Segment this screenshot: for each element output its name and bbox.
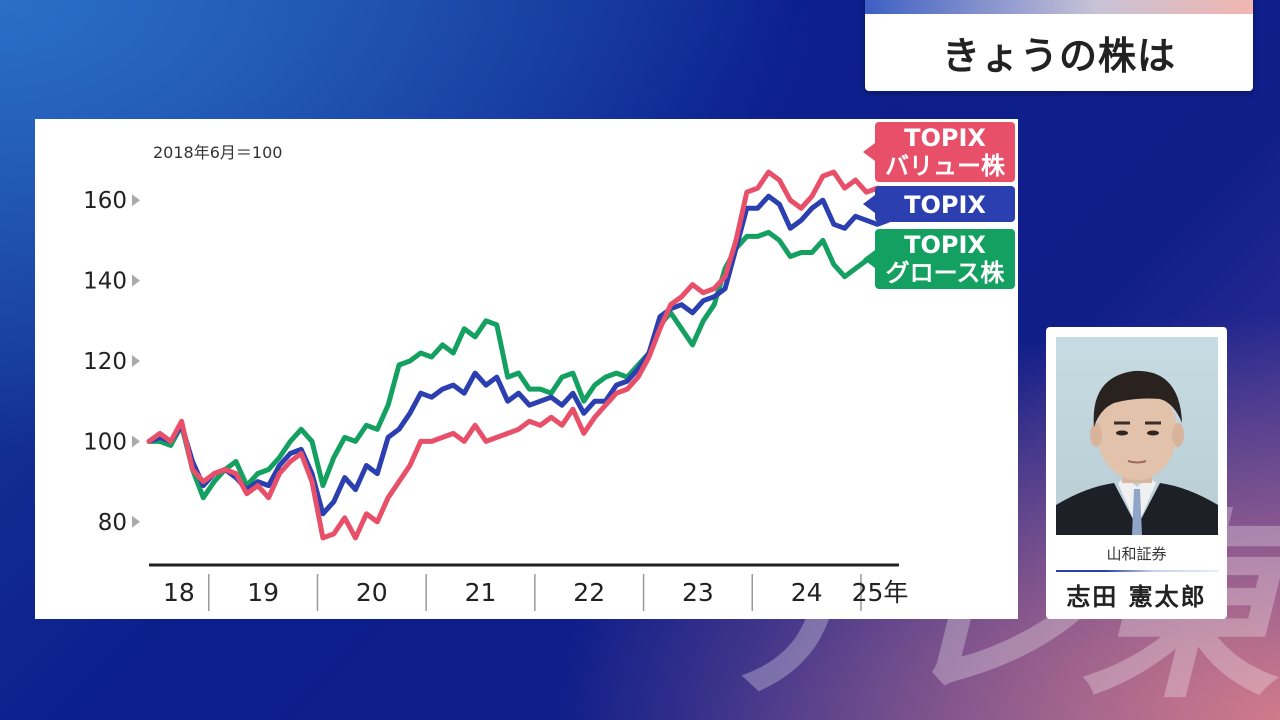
legend-tag-label: バリュー株	[885, 152, 1006, 180]
guest-card: 山和証券 志田 憲太郎	[1046, 327, 1227, 619]
y-tick-marker	[132, 355, 140, 367]
x-tick-label: 18	[163, 578, 195, 607]
legend-tag-box	[875, 229, 1015, 289]
legend-tag-label: グロース株	[886, 259, 1006, 287]
series-line	[146, 193, 891, 517]
legend-tag-label: TOPIX	[904, 191, 986, 219]
x-tick-label: 25年	[852, 578, 909, 607]
y-tick-label: 100	[83, 429, 127, 455]
x-tick-label: 23	[682, 578, 714, 607]
y-tick-marker	[132, 274, 140, 287]
guest-company: 山和証券	[1106, 545, 1167, 563]
line-chart: 2018年6月＝100 80 100 120 140 160 18 19 20 21 22 23 24 2…	[83, 122, 1015, 611]
segment-title: きょうの株は	[941, 34, 1176, 78]
y-tick-label: 140	[83, 269, 127, 295]
segment-title-box: きょうの株は	[865, 0, 1253, 91]
legend-tag-label: TOPIX	[904, 231, 986, 259]
x-tick-label: 24	[791, 578, 823, 607]
x-tick-label: 22	[573, 578, 605, 607]
title-accent-bar	[865, 0, 1253, 14]
guest-photo	[1056, 337, 1218, 535]
y-tick-label: 160	[83, 188, 127, 214]
legend-tag-box	[875, 122, 1015, 182]
x-tick-label: 20	[356, 578, 388, 607]
legend-tag-pointer	[863, 250, 875, 268]
series-line	[146, 169, 891, 541]
line-chart-panel: 2018年6月＝100 80 100 120 140 160 18 19 20 21 22 23 24 2…	[35, 119, 1018, 619]
x-tick-label: 19	[247, 578, 279, 607]
legend-tag-pointer	[863, 143, 875, 161]
y-tick-label: 80	[98, 510, 127, 536]
chart-base-note: 2018年6月＝100	[153, 143, 282, 162]
y-tick-label: 120	[83, 349, 127, 375]
legend-tag-pointer	[863, 195, 875, 213]
legend-tag-box	[875, 186, 1015, 222]
legend-tag-label: TOPIX	[904, 124, 986, 152]
guest-name: 志田 憲太郎	[1066, 583, 1207, 611]
series-line	[146, 229, 891, 501]
company-underline	[1056, 570, 1218, 572]
y-tick-marker	[132, 194, 140, 207]
x-tick-label: 21	[465, 578, 497, 607]
y-tick-marker	[132, 435, 140, 448]
y-tick-marker	[132, 515, 140, 528]
